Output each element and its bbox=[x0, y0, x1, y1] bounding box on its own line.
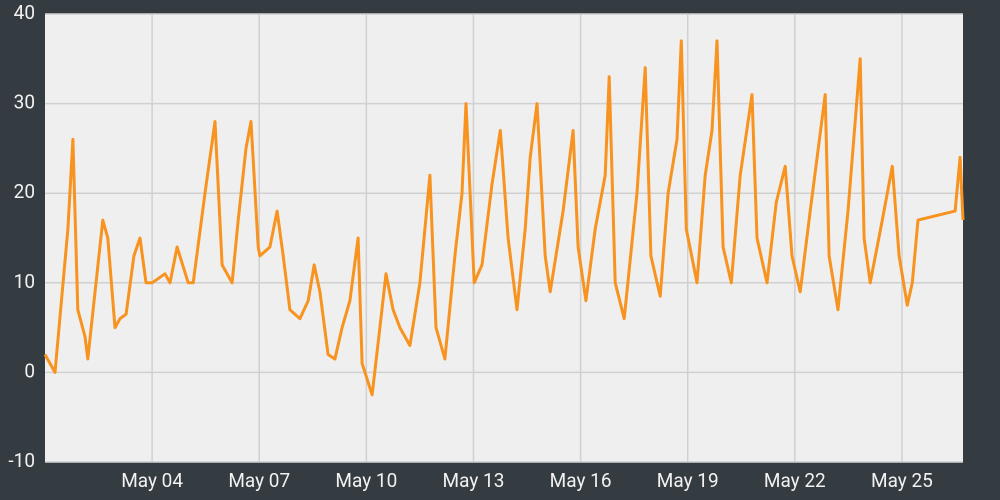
x-tick-label: May 04 bbox=[121, 469, 183, 492]
y-tick-label: 40 bbox=[14, 1, 35, 24]
x-tick-label: May 16 bbox=[550, 469, 612, 492]
x-tick-label: May 07 bbox=[228, 469, 290, 492]
y-tick-label: 0 bbox=[24, 359, 35, 382]
y-tick-label: -10 bbox=[8, 449, 35, 472]
y-tick-label: 10 bbox=[14, 270, 35, 293]
x-tick-label: May 19 bbox=[657, 469, 719, 492]
x-tick-label: May 13 bbox=[443, 469, 505, 492]
x-tick-label: May 22 bbox=[764, 469, 826, 492]
x-tick-label: May 25 bbox=[871, 469, 933, 492]
y-tick-label: 20 bbox=[14, 180, 35, 203]
plot-area bbox=[45, 14, 963, 462]
line bbox=[43, 39, 965, 397]
y-tick-label: 30 bbox=[14, 91, 35, 114]
x-tick-label: May 10 bbox=[335, 469, 397, 492]
